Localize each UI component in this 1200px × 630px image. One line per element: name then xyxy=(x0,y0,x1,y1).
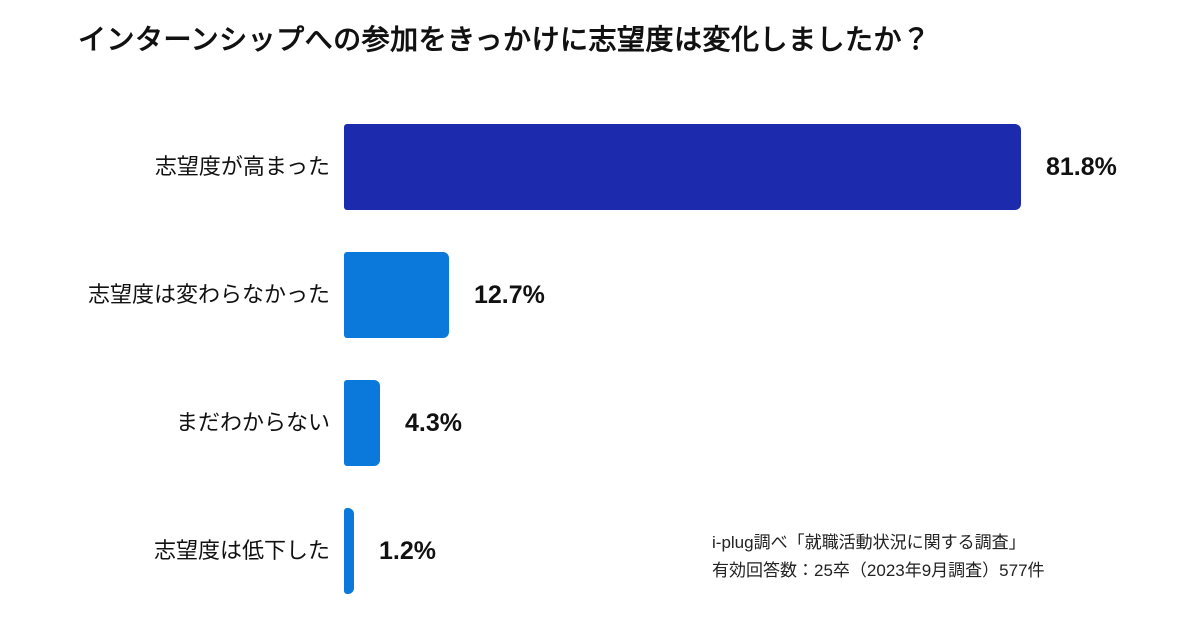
category-label: 志望度は変わらなかった xyxy=(87,282,330,307)
bar-row: 志望度が高まった 81.8% xyxy=(0,124,1200,210)
category-label: 志望度が高まった xyxy=(154,154,330,179)
bar xyxy=(344,380,380,466)
bar-row: まだわからない 4.3% xyxy=(0,380,1200,466)
value-label: 1.2% xyxy=(379,537,436,565)
chart-title: インターンシップへの参加をきっかけに志望度は変化しましたか？ xyxy=(78,24,931,55)
source-line-1: i-plug調べ「就職活動状況に関する調査」 xyxy=(712,533,1026,552)
value-label: 81.8% xyxy=(1046,153,1117,181)
category-label: まだわからない xyxy=(175,410,330,435)
bar-row: 志望度は低下した 1.2% xyxy=(0,508,1200,594)
bar xyxy=(344,124,1021,210)
bar-row: 志望度は変わらなかった 12.7% xyxy=(0,252,1200,338)
bar xyxy=(344,252,449,338)
category-label: 志望度は低下した xyxy=(153,538,330,563)
value-label: 12.7% xyxy=(474,281,545,309)
value-label: 4.3% xyxy=(405,409,462,437)
source-note: i-plug調べ「就職活動状況に関する調査」 有効回答数：25卒（2023年9月… xyxy=(712,529,1045,585)
source-line-2: 有効回答数：25卒（2023年9月調査）577件 xyxy=(712,561,1045,580)
bar xyxy=(344,508,354,594)
